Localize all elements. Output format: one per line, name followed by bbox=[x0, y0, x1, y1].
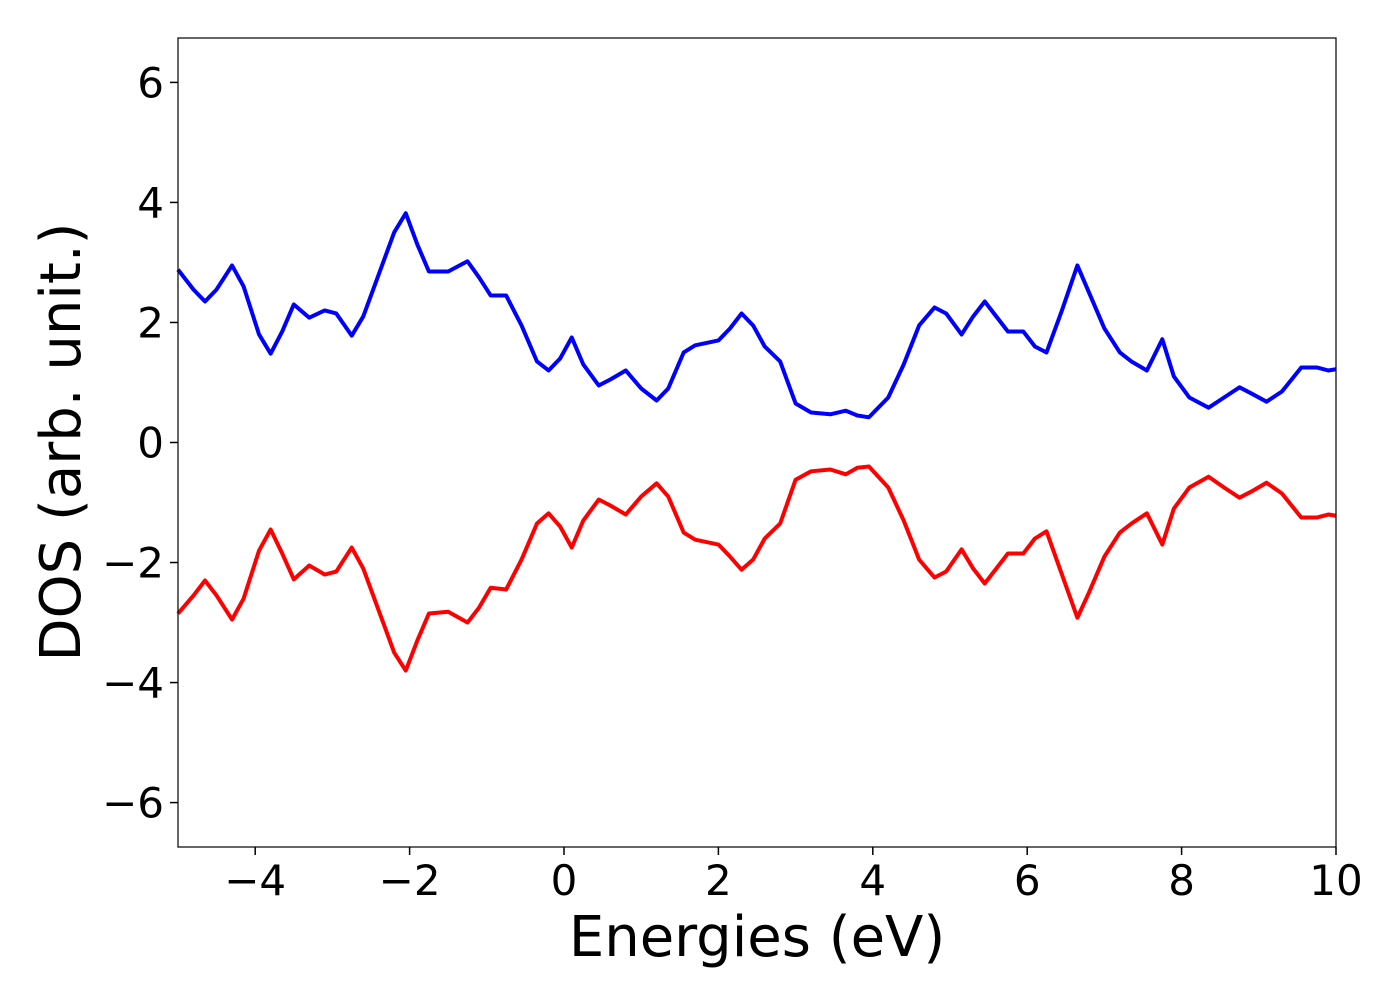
x-tick-label: −2 bbox=[379, 856, 441, 905]
x-axis-label: Energies (eV) bbox=[569, 905, 945, 970]
plot-frame bbox=[177, 37, 1337, 848]
y-axis-label: DOS (arb. unit.) bbox=[29, 222, 94, 661]
x-tick-label: 0 bbox=[551, 856, 578, 905]
x-tick-label: 8 bbox=[1168, 856, 1195, 905]
x-tick-label: 2 bbox=[705, 856, 732, 905]
data-line bbox=[176, 211, 1337, 420]
y-tick-label: 6 bbox=[137, 58, 164, 107]
y-tick-label: 4 bbox=[137, 178, 164, 227]
y-tick-label: 0 bbox=[137, 419, 164, 468]
y-tick-label: −2 bbox=[102, 539, 164, 588]
x-tick-label: −4 bbox=[224, 856, 286, 905]
x-tick-label: 4 bbox=[859, 856, 886, 905]
y-tick-label: 2 bbox=[137, 298, 164, 347]
y-tick-label: −4 bbox=[102, 659, 164, 708]
data-line bbox=[176, 464, 1337, 673]
x-tick-label: 6 bbox=[1014, 856, 1041, 905]
x-tick-label: 10 bbox=[1309, 856, 1362, 905]
y-tick-label: −6 bbox=[102, 779, 164, 828]
